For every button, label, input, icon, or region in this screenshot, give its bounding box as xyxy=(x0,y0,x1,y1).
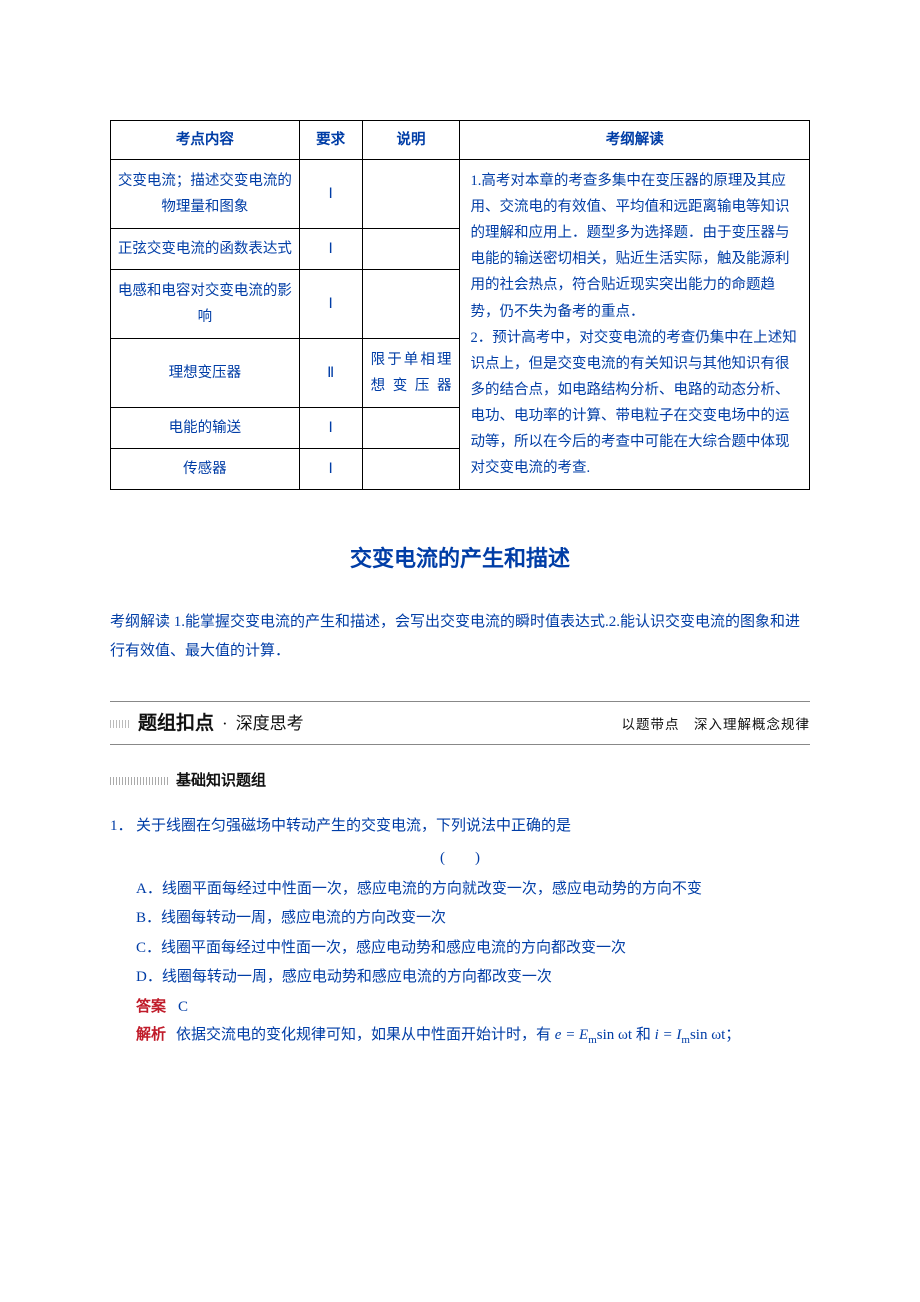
cell-topic: 正弦交变电流的函数表达式 xyxy=(111,228,300,269)
question-block: 1． 关于线圈在匀强磁场中转动产生的交变电流，下列说法中正确的是 ( ) A．线… xyxy=(110,812,810,1051)
cell-note xyxy=(362,407,460,448)
question-number: 1． xyxy=(110,812,132,841)
explanation-line: 解析 依据交流电的变化规律可知，如果从中性面开始计时，有 e = Emsin ω… xyxy=(136,1021,810,1051)
col-topic: 考点内容 xyxy=(111,121,300,160)
exp-prefix: 依据交流电的变化规律可知，如果从中性面开始计时，有 xyxy=(176,1027,555,1043)
formula-and: 和 xyxy=(632,1027,655,1043)
section-header: 题组扣点 · 深度思考 以题带点 深入理解概念规律 xyxy=(110,701,810,745)
tail-punct: ； xyxy=(725,1027,740,1043)
answer-label: 答案 xyxy=(136,998,166,1015)
explanation-text: 依据交流电的变化规律可知，如果从中性面开始计时，有 e = Emsin ωt 和… xyxy=(176,1021,810,1051)
cell-topic: 电能的输送 xyxy=(111,407,300,448)
cell-note: 限于单相理想变压器 xyxy=(362,338,460,407)
formula-i-tail: sin ωt xyxy=(690,1027,725,1043)
formula-i-sub: m xyxy=(681,1034,690,1046)
cell-req: Ⅰ xyxy=(299,448,362,489)
cell-interpret: 1.高考对本章的考查多集中在变压器的原理及其应用、交流电的有效值、平均值和远距离… xyxy=(460,160,810,490)
col-note: 说明 xyxy=(362,121,460,160)
cell-note xyxy=(362,160,460,229)
cell-req: Ⅰ xyxy=(299,407,362,448)
formula-i: i = I xyxy=(655,1027,682,1043)
subheading-text: 基础知识题组 xyxy=(176,772,266,789)
cell-req: Ⅰ xyxy=(299,228,362,269)
answer-line: 答案 C xyxy=(136,993,810,1022)
section-sub: 深度思考 xyxy=(236,708,304,740)
col-req: 要求 xyxy=(299,121,362,160)
page-title: 交变电流的产生和描述 xyxy=(110,538,810,580)
section-main: 题组扣点 xyxy=(138,706,214,742)
cell-req: Ⅱ xyxy=(299,338,362,407)
option-a: A．线圈平面每经过中性面一次，感应电流的方向就改变一次，感应电动势的方向不变 xyxy=(136,875,810,904)
cell-note xyxy=(362,270,460,339)
cell-note xyxy=(362,228,460,269)
explanation-label: 解析 xyxy=(136,1021,166,1051)
cell-note xyxy=(362,448,460,489)
cell-req: Ⅰ xyxy=(299,270,362,339)
sub-heading: 基础知识题组 xyxy=(110,767,810,796)
table-header-row: 考点内容 要求 说明 考纲解读 xyxy=(111,121,810,160)
question-options: A．线圈平面每经过中性面一次，感应电流的方向就改变一次，感应电动势的方向不变 B… xyxy=(136,875,810,992)
cell-topic: 电感和电容对交变电流的影响 xyxy=(111,270,300,339)
option-b: B．线圈每转动一周，感应电流的方向改变一次 xyxy=(136,904,810,933)
cell-topic: 传感器 xyxy=(111,448,300,489)
section-dot: · xyxy=(222,708,228,740)
outline-table: 考点内容 要求 说明 考纲解读 交变电流；描述交变电流的物理量和图象 Ⅰ 1.高… xyxy=(110,120,810,490)
intro-paragraph: 考纲解读 1.能掌握交变电流的产生和描述，会写出交变电流的瞬时值表达式.2.能认… xyxy=(110,608,810,665)
formula-e-sub: m xyxy=(588,1034,597,1046)
table-row: 交变电流；描述交变电流的物理量和图象 Ⅰ 1.高考对本章的考查多集中在变压器的原… xyxy=(111,160,810,229)
subheading-bar-icon xyxy=(110,777,168,785)
answer-value: C xyxy=(178,999,188,1015)
option-c: C．线圈平面每经过中性面一次，感应电动势和感应电流的方向都改变一次 xyxy=(136,934,810,963)
formula-e: e = E xyxy=(555,1027,588,1043)
cell-topic: 理想变压器 xyxy=(111,338,300,407)
cell-req: Ⅰ xyxy=(299,160,362,229)
section-right: 以题带点 深入理解概念规律 xyxy=(622,712,811,738)
cell-topic: 交变电流；描述交变电流的物理量和图象 xyxy=(111,160,300,229)
option-d: D．线圈每转动一周，感应电动势和感应电流的方向都改变一次 xyxy=(136,963,810,992)
section-stub-icon xyxy=(110,720,130,728)
col-interpret: 考纲解读 xyxy=(460,121,810,160)
question-paren: ( ) xyxy=(110,844,810,873)
question-stem: 关于线圈在匀强磁场中转动产生的交变电流，下列说法中正确的是 xyxy=(136,812,810,841)
formula-e-tail: sin ωt xyxy=(597,1027,632,1043)
